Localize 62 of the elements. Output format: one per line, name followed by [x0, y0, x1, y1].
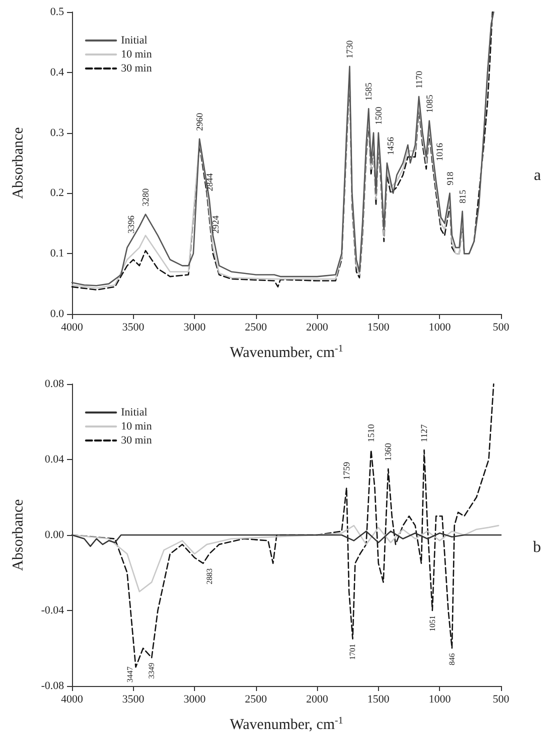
x-tick-label: 2000: [306, 322, 329, 334]
annotation: 1085: [424, 94, 434, 113]
annotation: 1510: [366, 424, 376, 442]
x-tick-label: 1500: [367, 322, 390, 334]
x-tick-label: 2500: [244, 322, 268, 334]
annotation: 815: [457, 189, 468, 204]
x-tick-label: 4000: [61, 322, 84, 334]
annotation: 2924: [210, 215, 220, 234]
annotation: 3396: [126, 215, 136, 234]
legend-label: Initial: [121, 34, 148, 46]
y-tick-label: 0.0: [50, 308, 64, 320]
y-tick-label: 0.5: [50, 6, 64, 18]
annotation: 2844: [204, 172, 214, 192]
text: a: [534, 166, 542, 184]
y-tick-label: 0.08: [44, 378, 64, 390]
annotation: 918: [444, 171, 455, 186]
y-tick-label: 0.3: [50, 126, 64, 139]
x-tick-label: 3000: [184, 322, 206, 334]
annotation: 2883: [204, 568, 214, 584]
annotation: 1701: [348, 644, 358, 660]
x-tick-label: 2000: [306, 694, 329, 706]
annotation: 1360: [383, 442, 394, 461]
x-tick-label: 3500: [122, 694, 145, 706]
annotation: 846: [447, 653, 456, 666]
annotation: 1127: [419, 424, 430, 442]
y-tick-label: 0.2: [50, 187, 64, 200]
y-tick-label: 0.4: [50, 66, 64, 78]
y-tick-label: -0.04: [41, 604, 64, 616]
annotation: 1170: [414, 70, 424, 89]
y-tick-label: 0.1: [50, 248, 64, 260]
x-tick-label: 1500: [367, 694, 390, 706]
annotation: 3349: [147, 662, 156, 679]
x-tick-label: 1000: [428, 694, 452, 706]
legend-label: 30 min: [121, 434, 152, 446]
y-axis-title: Absorbance: [10, 126, 26, 199]
legend-label: 30 min: [121, 62, 152, 74]
annotation: 1016: [434, 142, 445, 162]
annotation: 1730: [344, 40, 355, 58]
y-axis-title: Absorbance: [10, 498, 26, 571]
line-series: [71, 524, 500, 592]
legend-label: Initial: [121, 406, 148, 418]
annotation: 3280: [140, 188, 151, 206]
annotation: 1500: [373, 106, 384, 125]
x-tick-label: 1000: [428, 322, 452, 334]
annotation: 1585: [364, 82, 374, 101]
x-tick-label: 2500: [244, 694, 268, 706]
x-tick-label: 500: [492, 694, 510, 706]
x-tick-label: 500: [492, 322, 510, 334]
annotation: 1456: [386, 136, 396, 155]
x-tick-label: 3000: [184, 694, 206, 706]
annotation: 2960: [194, 112, 204, 131]
legend-label: 10 min: [121, 420, 152, 432]
x-tick-label: 4000: [61, 694, 84, 706]
y-tick-label: -0.08: [41, 680, 64, 692]
annotation: 1759: [342, 461, 352, 480]
annotation: 1051: [428, 616, 437, 632]
text: b: [533, 538, 541, 556]
y-tick-label: 0.00: [44, 529, 64, 541]
annotation: 3447: [126, 666, 135, 682]
legend-label: 10 min: [121, 48, 152, 60]
x-tick-label: 3500: [122, 322, 145, 334]
y-tick-label: 0.04: [44, 454, 64, 466]
